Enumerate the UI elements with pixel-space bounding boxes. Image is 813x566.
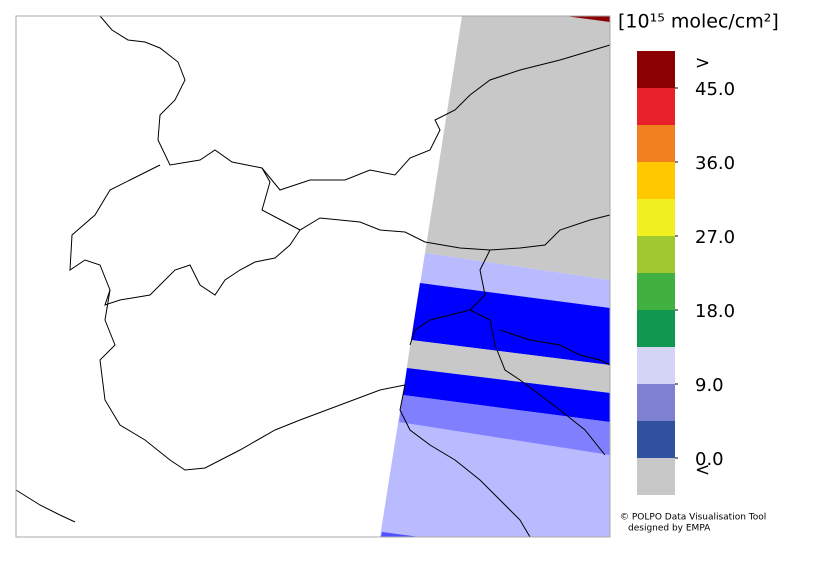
map-frame <box>15 15 611 538</box>
colorbar-label: 18.0 <box>695 301 735 322</box>
swath-blue <box>411 283 610 365</box>
colorbar-label: < <box>695 460 710 481</box>
colorbar-title: [10¹⁵ molec/cm²] <box>618 11 779 33</box>
swath-medium <box>399 395 610 455</box>
colorbar-segment <box>637 347 675 384</box>
colorbar-segment <box>637 384 675 421</box>
colorbar: 45.0 36.0 27.0 18.0 9.0 0.0 > < <box>637 51 735 495</box>
swath-gray-band <box>407 340 610 393</box>
colorbar-label: 36.0 <box>695 153 735 174</box>
colorbar-segment <box>637 273 675 310</box>
country-border <box>15 489 76 523</box>
credit-line: © POLPO Data Visualisation Tool <box>620 513 766 523</box>
colorbar-segment <box>637 51 675 88</box>
map <box>15 15 611 538</box>
country-border <box>261 44 611 191</box>
country-border <box>99 15 611 251</box>
colorbar-segment <box>637 236 675 273</box>
colorbar-segment <box>637 458 675 495</box>
coastline <box>409 309 606 456</box>
country-border <box>99 289 406 471</box>
country-border <box>69 164 301 306</box>
coastline <box>399 384 531 538</box>
colorbar-label: > <box>695 53 710 74</box>
swath-gray <box>425 16 610 280</box>
colorbar-label: 0.0 <box>695 449 724 470</box>
colorbar-segment <box>637 125 675 162</box>
colorbar-segment <box>637 199 675 236</box>
colorbar-label: 45.0 <box>695 79 735 100</box>
country-border <box>499 329 611 366</box>
colorbar-segment <box>637 162 675 199</box>
swath-bottom <box>381 532 420 537</box>
credit-line: designed by EMPA <box>628 524 711 534</box>
swath-top <box>565 16 610 22</box>
country-border <box>469 249 491 311</box>
colorbar-segment <box>637 421 675 458</box>
colorbar-segment <box>637 88 675 125</box>
colorbar-label: 9.0 <box>695 375 724 396</box>
colorbar-segment <box>637 310 675 347</box>
colorbar-label: 27.0 <box>695 227 735 248</box>
